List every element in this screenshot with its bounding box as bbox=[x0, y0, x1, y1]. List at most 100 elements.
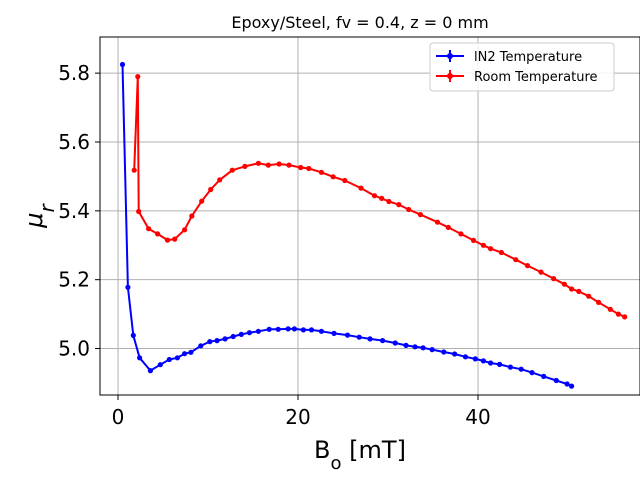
data-point bbox=[417, 212, 423, 218]
data-point bbox=[188, 349, 194, 355]
data-point bbox=[135, 74, 141, 80]
data-point bbox=[569, 383, 575, 389]
data-point bbox=[586, 293, 592, 299]
data-point bbox=[513, 257, 519, 263]
legend-marker-ln2 bbox=[447, 53, 453, 59]
legend-label-ln2: lN2 Temperature bbox=[474, 50, 582, 65]
y-tick-label: 5.0 bbox=[58, 337, 90, 361]
data-point bbox=[137, 355, 143, 361]
x-tick-label: 20 bbox=[285, 405, 310, 429]
data-point bbox=[386, 198, 392, 205]
series-0 bbox=[119, 61, 575, 389]
data-point bbox=[230, 333, 236, 340]
data-point bbox=[412, 344, 418, 350]
data-point bbox=[330, 174, 336, 180]
data-point bbox=[198, 343, 204, 349]
data-point bbox=[379, 195, 385, 201]
data-point bbox=[255, 328, 261, 334]
legend-label-room: Room Temperature bbox=[474, 70, 598, 85]
data-point bbox=[318, 328, 324, 334]
chart-title: Epoxy/Steel, fv = 0.4, z = 0 mm bbox=[231, 13, 488, 32]
y-axis-label: μr bbox=[20, 202, 59, 228]
data-point bbox=[564, 381, 570, 387]
data-point bbox=[157, 362, 163, 368]
data-point bbox=[308, 327, 315, 333]
data-point bbox=[306, 165, 312, 172]
data-point bbox=[569, 286, 575, 292]
data-point bbox=[182, 351, 188, 357]
data-point bbox=[146, 226, 152, 232]
y-tick-label: 5.4 bbox=[58, 199, 90, 223]
x-tick-label: 40 bbox=[465, 405, 490, 429]
data-point bbox=[275, 326, 281, 332]
data-point bbox=[434, 219, 441, 225]
data-point bbox=[462, 354, 468, 360]
data-point bbox=[291, 326, 297, 332]
data-point bbox=[538, 269, 544, 275]
data-point bbox=[553, 377, 559, 384]
data-point bbox=[429, 347, 435, 353]
data-point bbox=[131, 167, 137, 173]
data-point bbox=[551, 276, 557, 282]
y-tick-label: 5.2 bbox=[58, 268, 90, 292]
data-point bbox=[541, 373, 547, 379]
series-layer bbox=[119, 61, 628, 389]
data-point bbox=[217, 177, 223, 183]
data-point bbox=[155, 231, 161, 237]
y-tick-label: 5.6 bbox=[58, 130, 90, 154]
data-point bbox=[207, 339, 213, 345]
data-point bbox=[344, 332, 351, 338]
grid-lines bbox=[100, 37, 640, 395]
data-point bbox=[403, 342, 409, 348]
data-point bbox=[266, 326, 272, 332]
data-point bbox=[164, 237, 171, 243]
data-point bbox=[441, 349, 447, 355]
data-point bbox=[208, 186, 214, 193]
data-point bbox=[276, 161, 282, 167]
data-point bbox=[507, 364, 513, 370]
data-point bbox=[470, 237, 477, 243]
data-point bbox=[342, 177, 348, 184]
data-point bbox=[189, 213, 195, 219]
data-point bbox=[300, 327, 306, 333]
data-point bbox=[265, 162, 271, 168]
data-point bbox=[214, 338, 220, 344]
data-point bbox=[392, 340, 398, 346]
data-point bbox=[615, 311, 622, 317]
data-point bbox=[119, 61, 126, 68]
data-point bbox=[182, 227, 188, 233]
data-point bbox=[497, 361, 503, 367]
legend-entry-ln2: lN2 Temperature bbox=[436, 50, 582, 65]
data-point bbox=[285, 326, 291, 332]
data-point bbox=[125, 284, 131, 290]
data-point bbox=[472, 356, 478, 362]
axis-ticks: 0 20 40 5.0 5.2 5.4 5.6 5.8 bbox=[58, 61, 491, 429]
data-point bbox=[229, 167, 235, 173]
data-point bbox=[238, 331, 244, 337]
legend-box bbox=[429, 42, 615, 92]
data-point bbox=[174, 355, 180, 361]
x-tick-label: 0 bbox=[112, 405, 125, 429]
data-point bbox=[298, 164, 304, 171]
y-tick-label: 5.8 bbox=[58, 61, 90, 85]
data-point bbox=[561, 281, 568, 287]
plot-frame bbox=[99, 36, 640, 396]
data-point bbox=[498, 249, 504, 256]
data-point bbox=[130, 332, 136, 338]
data-point bbox=[576, 288, 582, 294]
data-point bbox=[452, 351, 458, 357]
data-point bbox=[488, 360, 494, 366]
data-point bbox=[358, 185, 364, 191]
series-1 bbox=[131, 74, 628, 320]
data-point bbox=[356, 334, 362, 340]
data-point bbox=[172, 236, 178, 242]
data-point bbox=[255, 160, 261, 166]
data-point bbox=[380, 338, 386, 344]
data-point bbox=[222, 336, 228, 342]
data-point bbox=[596, 299, 602, 305]
data-point bbox=[136, 208, 142, 215]
data-point bbox=[529, 370, 535, 376]
data-point bbox=[147, 368, 153, 374]
data-point bbox=[458, 231, 464, 237]
